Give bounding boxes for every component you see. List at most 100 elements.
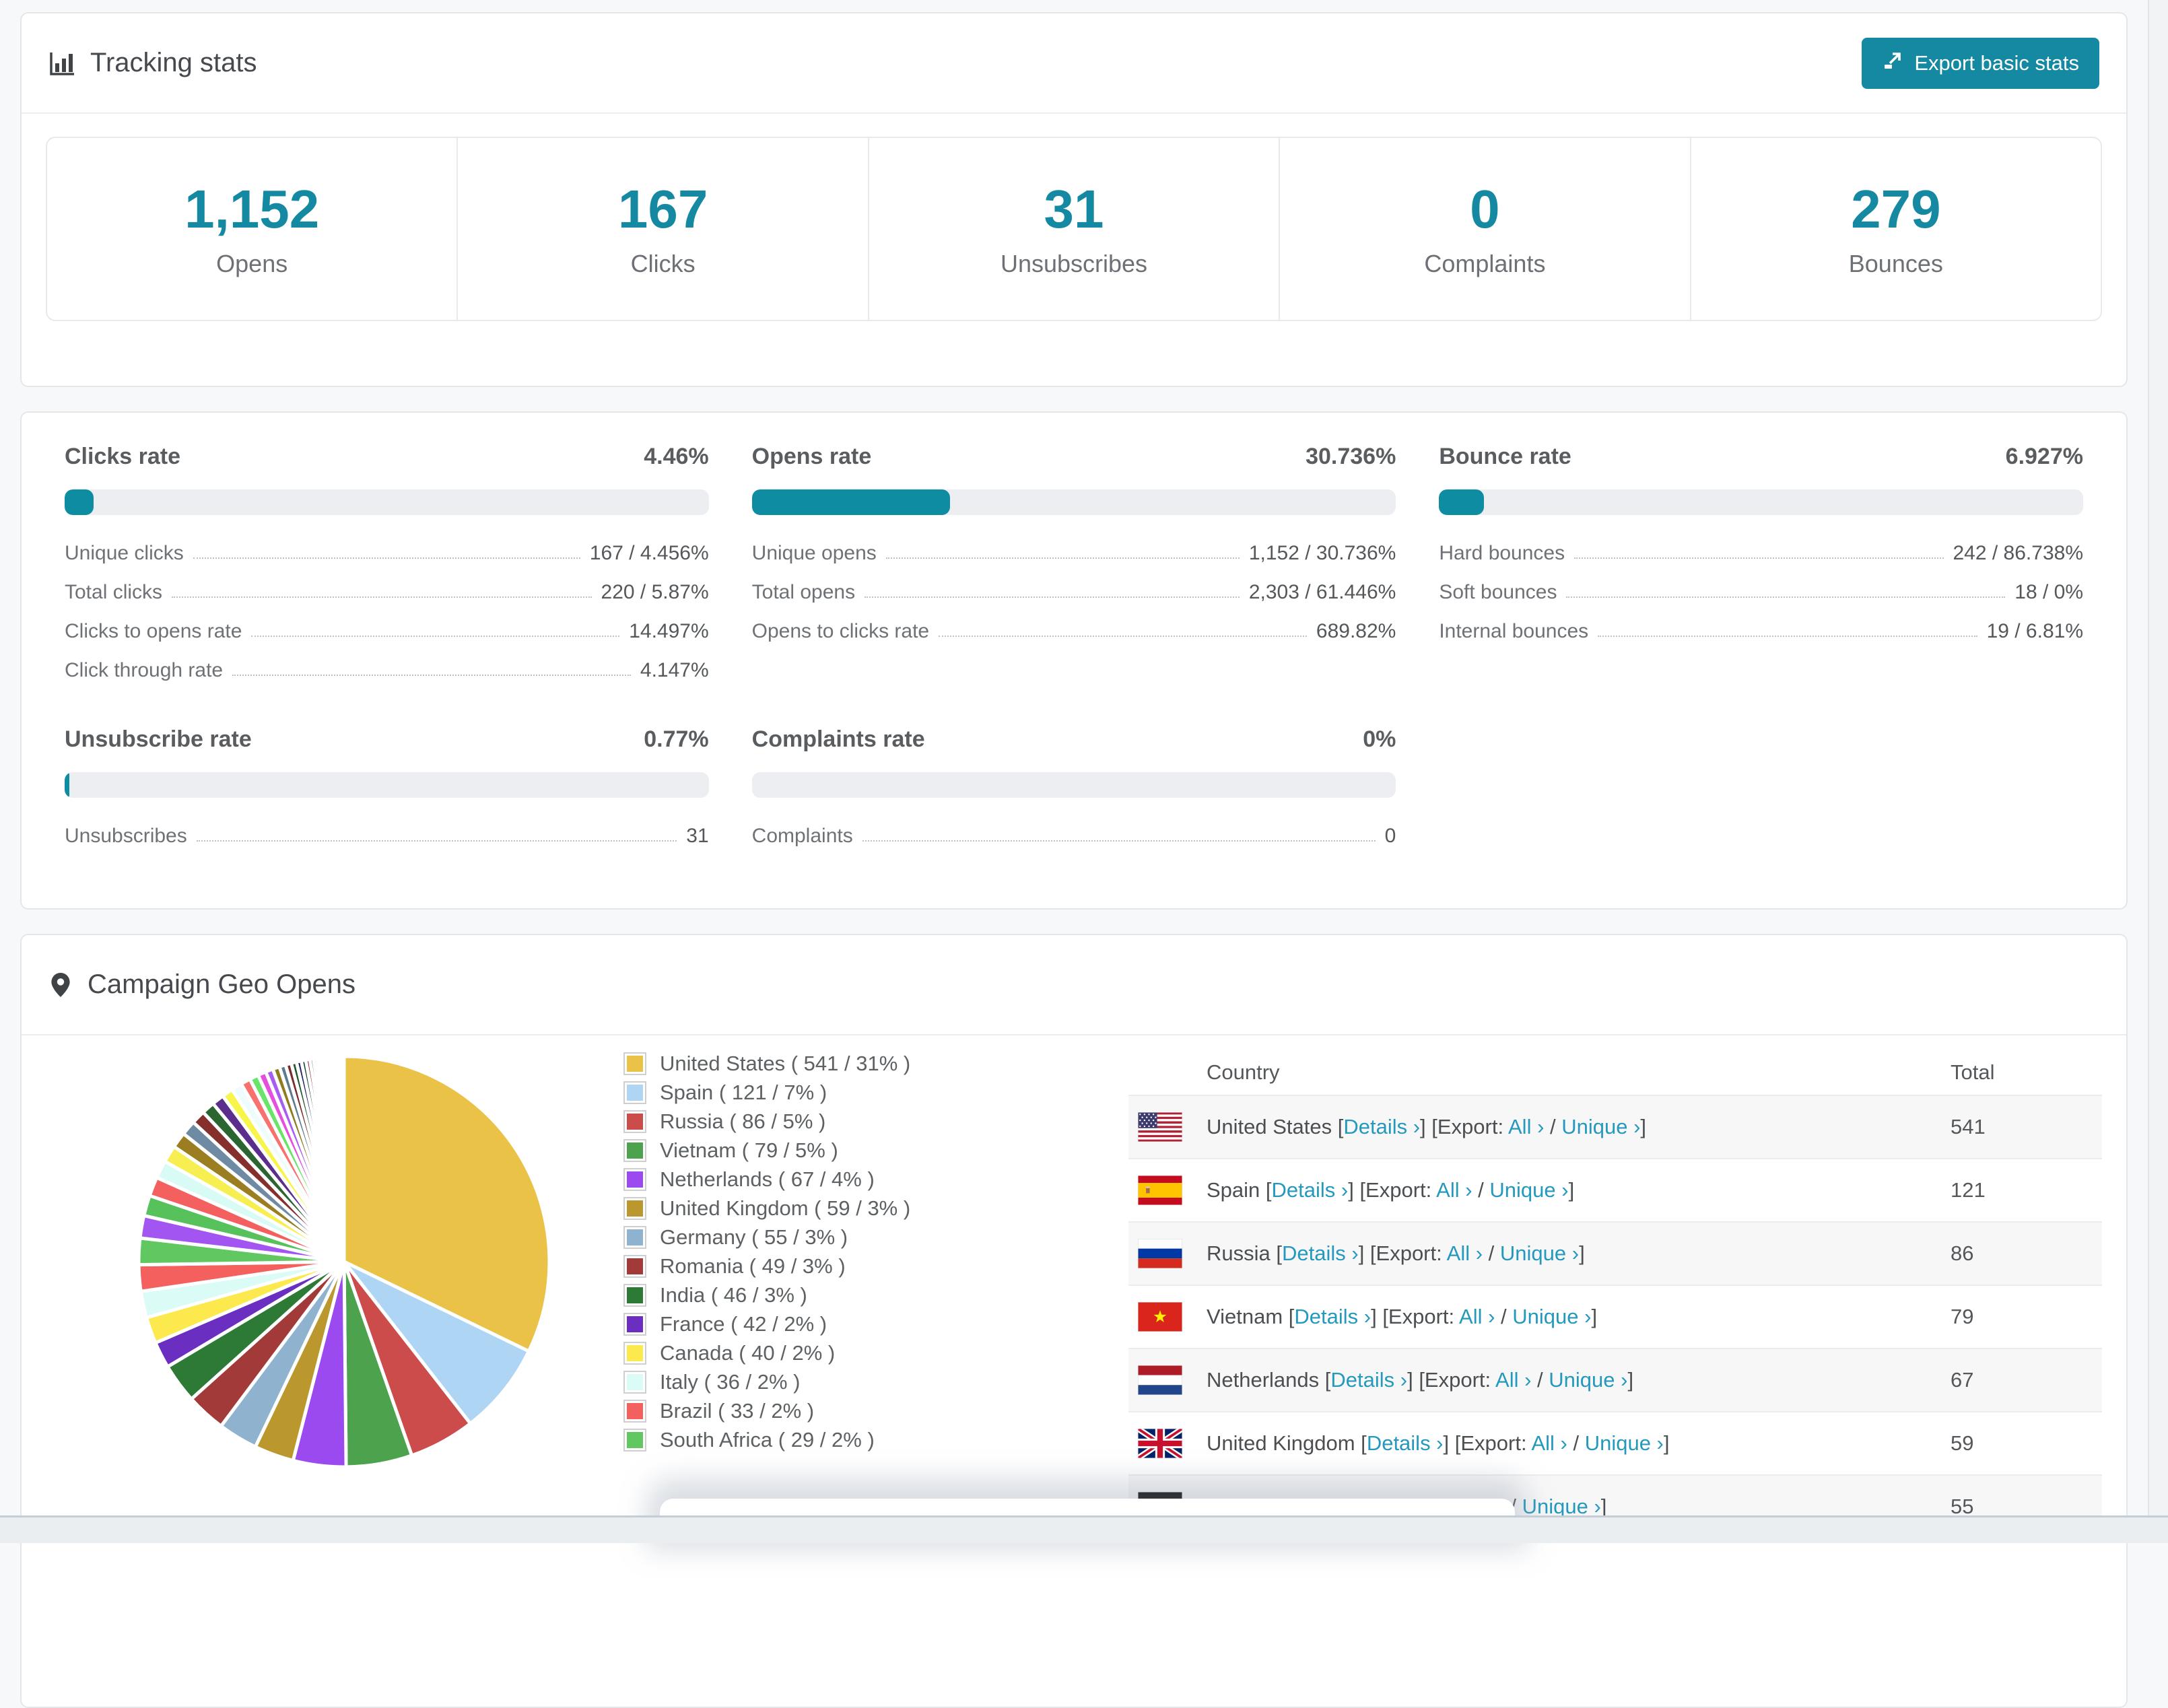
- export-unique-link[interactable]: Unique ›: [1585, 1431, 1664, 1455]
- stat-value: 0: [1280, 180, 1689, 239]
- export-basic-stats-button[interactable]: Export basic stats: [1862, 38, 2099, 89]
- stat-label: Opens: [47, 250, 456, 278]
- stat-value: 167: [458, 180, 867, 239]
- rate-detail-label: Unique clicks: [65, 542, 184, 565]
- legend-label: Italy ( 36 / 2% ): [660, 1370, 800, 1394]
- legend-swatch-color: [627, 1142, 643, 1159]
- details-link[interactable]: Details ›: [1330, 1368, 1407, 1392]
- stat-cell: 1,152 Opens: [47, 138, 456, 320]
- geo-table-row: United States [Details ›] [Export: All ›…: [1128, 1095, 2102, 1158]
- legend-swatch-color: [627, 1287, 643, 1303]
- geo-table-row: Netherlands [Details ›] [Export: All › /…: [1128, 1348, 2102, 1411]
- legend-item: Russia ( 86 / 5% ): [623, 1107, 1128, 1136]
- legend-swatch: [623, 1342, 646, 1365]
- dotted-leader: [1598, 636, 1977, 637]
- tracking-stats-header: Tracking stats Export basic stats: [22, 13, 2126, 114]
- geo-row-text: Spain [Details ›] [Export: All › / Uniqu…: [1207, 1178, 1951, 1202]
- legend-item: Canada ( 40 / 2% ): [623, 1338, 1128, 1367]
- details-link[interactable]: Details ›: [1282, 1241, 1359, 1265]
- legend-item: India ( 46 / 3% ): [623, 1280, 1128, 1309]
- export-unique-link[interactable]: Unique ›: [1549, 1368, 1627, 1392]
- geo-opens-title-text: Campaign Geo Opens: [88, 969, 355, 1000]
- flag-gb-icon: [1138, 1429, 1182, 1458]
- export-all-link[interactable]: All ›: [1531, 1431, 1567, 1455]
- rate-progress-bar: [65, 489, 709, 515]
- legend-label: Vietnam ( 79 / 5% ): [660, 1138, 838, 1163]
- legend-swatch-color: [627, 1374, 643, 1390]
- rate-detail-value: 31: [686, 825, 708, 848]
- geo-table: Country Total United States [Details ›] …: [1128, 1050, 2102, 1538]
- export-icon: [1882, 50, 1903, 77]
- pie-slice-other[interactable]: [343, 1056, 344, 1262]
- bottom-window-edge: [0, 1515, 2168, 1543]
- legend-label: India ( 46 / 3% ): [660, 1283, 807, 1307]
- stat-label: Clicks: [458, 250, 867, 278]
- export-all-link[interactable]: All ›: [1495, 1368, 1531, 1392]
- legend-item: Romania ( 49 / 3% ): [623, 1252, 1128, 1280]
- rate-detail-value: 689.82%: [1316, 620, 1396, 643]
- rate-value: 6.927%: [2006, 444, 2083, 470]
- rate-detail-value: 2,303 / 61.446%: [1249, 581, 1396, 604]
- export-button-label: Export basic stats: [1914, 51, 2079, 75]
- tracking-stats-card: Tracking stats Export basic stats 1,152 O…: [20, 12, 2128, 387]
- rate-progress-fill: [65, 489, 94, 515]
- rate-detail-value: 18 / 0%: [2014, 581, 2083, 604]
- legend-swatch-color: [627, 1056, 643, 1072]
- legend-swatch: [623, 1226, 646, 1249]
- export-all-link[interactable]: All ›: [1447, 1241, 1483, 1265]
- geo-row-text: Vietnam [Details ›] [Export: All › / Uni…: [1207, 1305, 1951, 1329]
- export-all-link[interactable]: All ›: [1508, 1115, 1544, 1138]
- legend-item: Brazil ( 33 / 2% ): [623, 1396, 1128, 1425]
- export-all-link[interactable]: All ›: [1459, 1305, 1495, 1328]
- rate-detail-label: Unique opens: [752, 542, 877, 565]
- export-unique-link[interactable]: Unique ›: [1561, 1115, 1640, 1138]
- legend-label: Brazil ( 33 / 2% ): [660, 1399, 814, 1423]
- legend-swatch-color: [627, 1432, 643, 1448]
- export-unique-link[interactable]: Unique ›: [1489, 1178, 1568, 1202]
- legend-swatch-color: [627, 1085, 643, 1101]
- rate-header: Bounce rate 6.927%: [1439, 444, 2083, 473]
- legend-label: Russia ( 86 / 5% ): [660, 1109, 825, 1134]
- export-unique-link[interactable]: Unique ›: [1512, 1305, 1591, 1328]
- rate-detail-label: Opens to clicks rate: [752, 620, 929, 643]
- rate-progress-fill: [752, 489, 950, 515]
- legend-item: United Kingdom ( 59 / 3% ): [623, 1194, 1128, 1223]
- legend-swatch-color: [627, 1229, 643, 1245]
- legend-swatch: [623, 1081, 646, 1104]
- geo-row-text: Netherlands [Details ›] [Export: All › /…: [1207, 1368, 1951, 1392]
- legend-swatch: [623, 1400, 646, 1423]
- export-unique-link[interactable]: Unique ›: [1522, 1495, 1601, 1518]
- rate-value: 4.46%: [644, 444, 708, 470]
- flag-us-icon: [1138, 1112, 1182, 1142]
- details-link[interactable]: Details ›: [1272, 1178, 1349, 1202]
- dotted-leader: [193, 557, 580, 559]
- details-link[interactable]: Details ›: [1294, 1305, 1371, 1328]
- legend-swatch-color: [627, 1171, 643, 1188]
- stat-label: Complaints: [1280, 250, 1689, 278]
- rate-detail-label: Click through rate: [65, 659, 223, 682]
- rate-detail-label: Complaints: [752, 825, 853, 848]
- legend-swatch-color: [627, 1403, 643, 1419]
- vertical-scrollbar[interactable]: [2148, 0, 2168, 1543]
- stat-value: 1,152: [47, 180, 456, 239]
- rate-progress-bar: [752, 772, 1396, 798]
- export-all-link[interactable]: All ›: [1436, 1178, 1472, 1202]
- details-link[interactable]: Details ›: [1367, 1431, 1444, 1455]
- details-link[interactable]: Details ›: [1343, 1115, 1420, 1138]
- country-column-header: Country: [1128, 1060, 1951, 1085]
- total-column-header: Total: [1951, 1060, 2102, 1085]
- rate-title: Bounce rate: [1439, 444, 1571, 470]
- export-unique-link[interactable]: Unique ›: [1500, 1241, 1579, 1265]
